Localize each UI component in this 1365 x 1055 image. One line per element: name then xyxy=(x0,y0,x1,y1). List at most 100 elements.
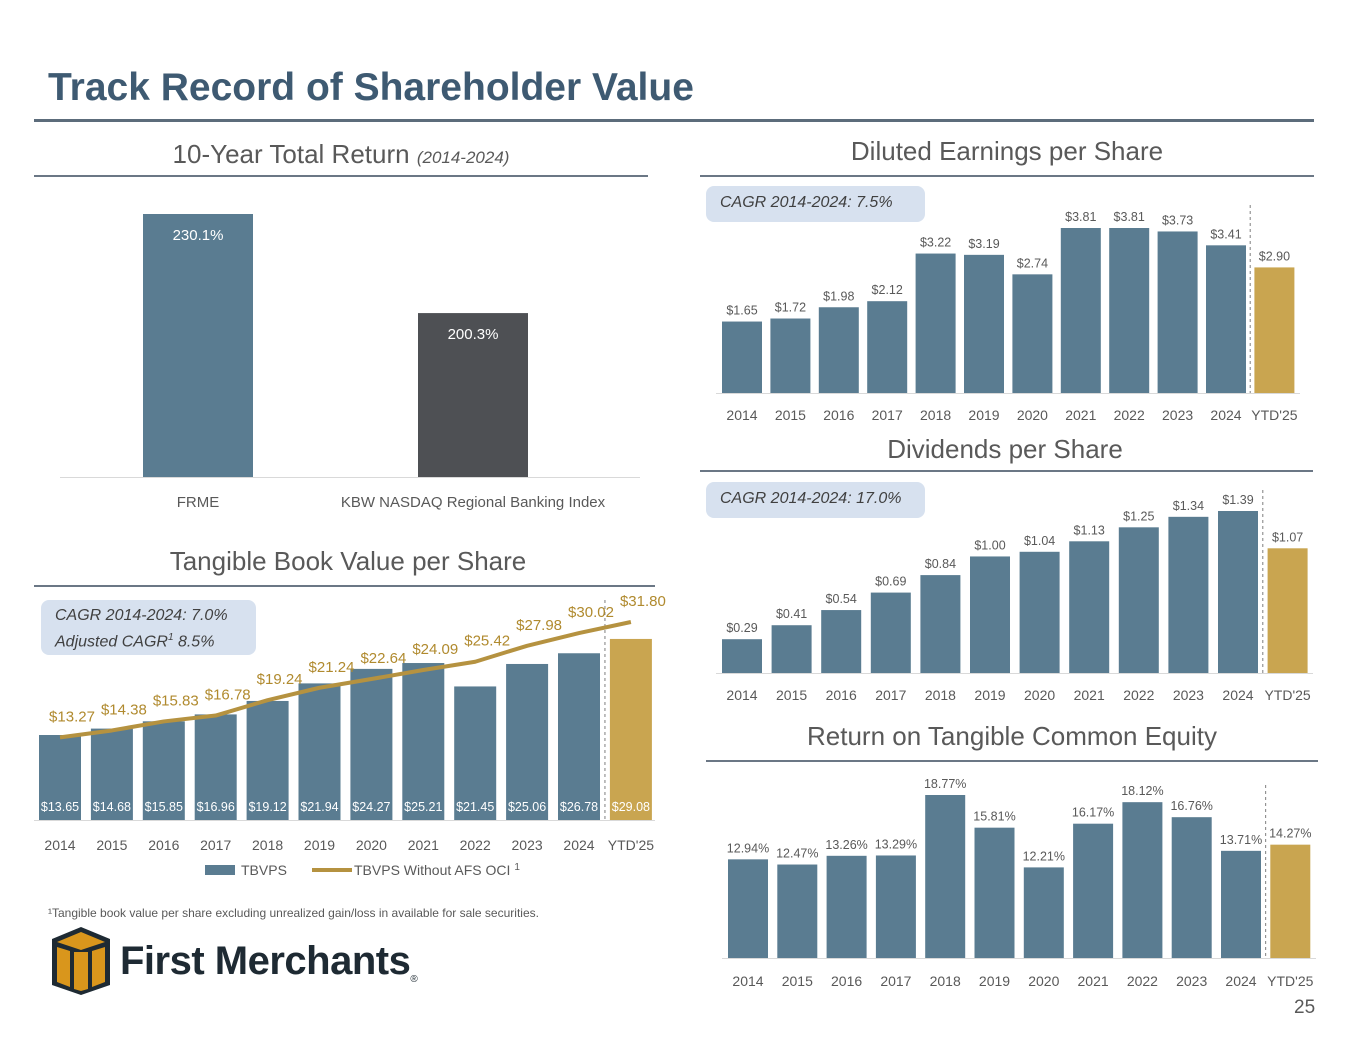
tbvps-bar-2014 xyxy=(39,735,81,820)
dividends-data-label: $1.13 xyxy=(1074,523,1105,537)
rotce-bar-ytd-25 xyxy=(1270,844,1311,958)
eps-category-label: YTD'25 xyxy=(1251,407,1297,423)
tbvps-data-label: $19.12 xyxy=(248,800,286,814)
footnote: ¹Tangible book value per share excluding… xyxy=(48,906,539,920)
eps-category-label: 2019 xyxy=(968,407,999,423)
eps-bar-2017 xyxy=(867,301,908,393)
eps-bar-2018 xyxy=(915,253,956,393)
eps-category-label: 2022 xyxy=(1114,407,1145,423)
dividends-bar-2023 xyxy=(1168,516,1209,673)
rotce-data-label: 15.81% xyxy=(973,810,1015,824)
dividends-data-label: $0.54 xyxy=(826,592,857,606)
dividends-category-label: 2019 xyxy=(974,687,1005,703)
tbvps-bar-2019 xyxy=(298,683,341,820)
logo-mark-icon xyxy=(52,927,110,995)
tbvps-category-label: 2016 xyxy=(148,837,179,853)
rotce-category-label: 2016 xyxy=(831,973,862,989)
rotce-category-label: YTD'25 xyxy=(1267,973,1313,989)
rotce-bar-2021 xyxy=(1073,823,1114,958)
dividends-bar-2018 xyxy=(920,575,961,673)
tbvps-line-data-label: $15.83 xyxy=(153,692,199,709)
tbvps-data-label: $14.68 xyxy=(93,800,131,814)
dividends-bar-2015 xyxy=(771,625,812,673)
total-return-title: 10-Year Total Return xyxy=(172,139,410,169)
rotce-data-label: 13.26% xyxy=(825,838,867,852)
total-return-header: 10-Year Total Return (2014-2024) xyxy=(34,139,648,170)
tbvps-line-data-label: $24.09 xyxy=(412,641,458,658)
rotce-bar-2023 xyxy=(1171,817,1212,958)
tbvps-line-data-label: $22.64 xyxy=(360,650,406,667)
rotce-bar-2022 xyxy=(1122,802,1163,958)
dividends-data-label: $1.07 xyxy=(1272,530,1303,544)
tbvps-cagr-box: CAGR 2014-2024: 7.0% Adjusted CAGR1 8.5% xyxy=(41,600,256,655)
tbvps-bar-2021 xyxy=(402,663,445,820)
eps-bar-2023 xyxy=(1157,231,1198,393)
rotce-category-label: 2020 xyxy=(1028,973,1059,989)
dividends-category-label: YTD'25 xyxy=(1264,687,1310,703)
rotce-data-label: 16.17% xyxy=(1072,806,1114,820)
rotce-data-label: 14.27% xyxy=(1269,827,1311,841)
dividends-category-label: 2015 xyxy=(776,687,807,703)
rotce-category-label: 2023 xyxy=(1176,973,1207,989)
eps-cagr-box: CAGR 2014-2024: 7.5% xyxy=(706,186,925,222)
eps-bar-2019 xyxy=(964,254,1004,393)
rotce-bar-2024 xyxy=(1221,850,1261,958)
legend-swatch-bar xyxy=(205,865,235,875)
tbvps-data-label: $29.08 xyxy=(612,800,650,814)
dividends-bar-2022 xyxy=(1118,527,1159,673)
eps-bar-2022 xyxy=(1109,228,1150,393)
eps-bar-2021 xyxy=(1060,228,1101,393)
tbvps-data-label: $24.27 xyxy=(352,800,390,814)
tbvps-bar-2022 xyxy=(454,686,497,820)
eps-data-label: $1.65 xyxy=(726,304,757,318)
dividends-category-label: 2018 xyxy=(925,687,956,703)
legend-label: TBVPS Without AFS OCI xyxy=(354,862,511,878)
eps-category-label: 2024 xyxy=(1210,407,1241,423)
rotce-category-label: 2022 xyxy=(1127,973,1158,989)
tbvps-data-label: $21.45 xyxy=(456,800,494,814)
rotce-bar-2020 xyxy=(1023,867,1064,958)
tbvps-data-label: $13.65 xyxy=(41,800,79,814)
total-return-subtitle: (2014-2024) xyxy=(416,148,510,167)
rotce-bar-2016 xyxy=(826,855,867,958)
tbvps-category-label: 2015 xyxy=(96,837,127,853)
tbvps-category-label: 2014 xyxy=(44,837,75,853)
dividends-data-label: $0.41 xyxy=(776,607,807,621)
eps-bar-2016 xyxy=(818,307,859,393)
dividends-category-label: 2021 xyxy=(1074,687,1105,703)
tbvps-bar-2015 xyxy=(90,728,133,820)
rotce-data-label: 13.71% xyxy=(1220,833,1262,847)
eps-category-label: 2018 xyxy=(920,407,951,423)
eps-data-label: $2.74 xyxy=(1017,256,1048,270)
eps-data-label: $1.98 xyxy=(823,289,854,303)
rotce-data-label: 18.77% xyxy=(924,777,966,791)
eps-bar-2014 xyxy=(722,321,762,393)
legend-superscript: 1 xyxy=(514,862,520,873)
company-logo: First Merchants ® xyxy=(50,925,418,997)
dividends-bar-2014 xyxy=(722,639,762,673)
dividends-title: Dividends per Share xyxy=(887,434,1123,464)
total_return-bar-kbw-nasdaq-regional-banking-index xyxy=(418,313,528,477)
tbvps-category-label: 2020 xyxy=(356,837,387,853)
adjusted-value: 8.5% xyxy=(173,633,215,651)
dividends-category-label: 2022 xyxy=(1123,687,1154,703)
tbvps-category-label: 2018 xyxy=(252,837,283,853)
tbvps-line-data-label: $30.02 xyxy=(568,604,614,621)
dividends-bar-2024 xyxy=(1218,511,1258,673)
rotce-bar-2019 xyxy=(974,827,1015,958)
tbvps-bar-ytd-25 xyxy=(609,638,652,820)
dividends-category-label: 2014 xyxy=(726,687,757,703)
tbvps-line-data-label: $21.24 xyxy=(309,659,355,676)
tbvps-data-label: $21.94 xyxy=(300,800,338,814)
tbvps-data-label: $25.21 xyxy=(404,800,442,814)
tbvps-bar-2017 xyxy=(194,714,237,820)
rotce-category-label: 2018 xyxy=(930,973,961,989)
tbvps-bar-2020 xyxy=(350,668,393,820)
tbvps-category-label: 2022 xyxy=(460,837,491,853)
rotce-category-label: 2015 xyxy=(782,973,813,989)
rotce-bar-2015 xyxy=(777,864,818,958)
eps-category-label: 2021 xyxy=(1065,407,1096,423)
eps-category-label: 2014 xyxy=(726,407,757,423)
dividends-category-label: 2016 xyxy=(826,687,857,703)
dividends-category-label: 2023 xyxy=(1173,687,1204,703)
